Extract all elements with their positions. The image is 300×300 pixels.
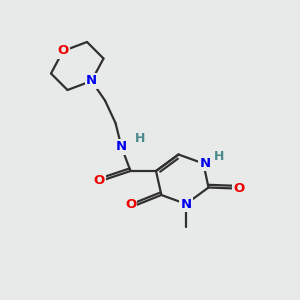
Text: H: H (135, 132, 145, 145)
Text: N: N (116, 140, 127, 154)
Text: N: N (180, 197, 192, 211)
Text: O: O (125, 198, 136, 211)
Text: O: O (57, 44, 69, 58)
Text: N: N (199, 157, 211, 170)
Text: N: N (86, 74, 97, 88)
Text: H: H (214, 149, 224, 163)
Text: O: O (233, 182, 245, 195)
Text: O: O (93, 173, 105, 187)
